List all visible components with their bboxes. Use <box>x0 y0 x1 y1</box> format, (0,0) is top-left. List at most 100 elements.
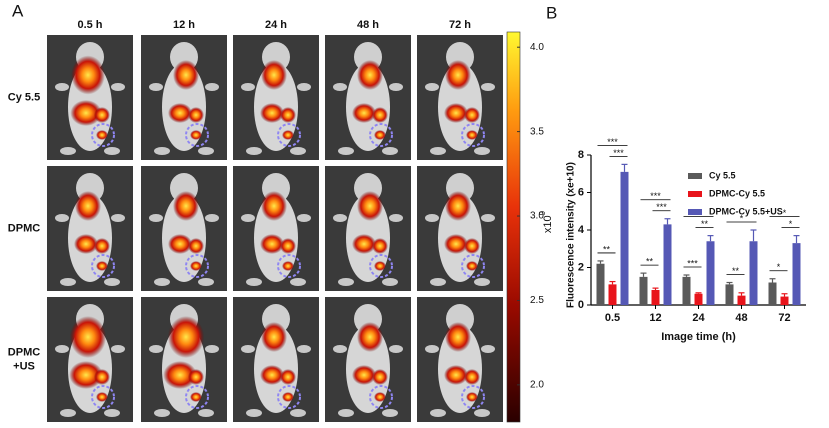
mouse-paw <box>297 345 311 353</box>
mouse-paw <box>474 147 490 155</box>
y-tick-label: 2 <box>578 261 584 273</box>
signal <box>372 369 388 385</box>
mouse-paw <box>104 147 120 155</box>
mouse-paw <box>389 345 403 353</box>
colorbar-tick-label: 4.0 <box>530 42 544 53</box>
mouse-paw <box>149 345 163 353</box>
signal <box>260 103 284 123</box>
mouse-paw <box>111 345 125 353</box>
mouse-paw <box>430 409 446 417</box>
mouse-paw <box>246 409 262 417</box>
signal <box>188 238 204 254</box>
mouse-paw <box>149 214 163 222</box>
signal <box>352 365 376 385</box>
bar <box>608 284 617 305</box>
bar <box>768 282 777 305</box>
bar <box>780 296 789 305</box>
signal <box>280 369 296 385</box>
mouse-paw <box>338 278 354 286</box>
significance-label: *** <box>650 191 661 201</box>
mouse-paw <box>333 83 347 91</box>
mouse-paw <box>297 214 311 222</box>
signal <box>374 130 386 140</box>
tumor-circle <box>91 123 115 147</box>
mouse-paw <box>198 278 214 286</box>
panel-label: A <box>12 1 24 20</box>
mouse-paw <box>205 345 219 353</box>
x-tick-label: 48 <box>735 312 747 324</box>
signal <box>445 191 471 221</box>
row-label: DPMC <box>8 222 40 234</box>
mouse-paw <box>241 345 255 353</box>
signal <box>282 392 294 402</box>
signal <box>188 107 204 123</box>
signal <box>94 238 110 254</box>
significance-label: * <box>777 262 781 272</box>
column-label: 48 h <box>357 19 379 31</box>
bar <box>706 241 715 305</box>
row-label: +US <box>13 360 35 372</box>
bar <box>651 290 660 305</box>
legend-swatch <box>688 173 702 179</box>
mouse-paw <box>425 83 439 91</box>
significance-label: * <box>783 208 787 218</box>
significance-label: *** <box>687 258 698 268</box>
significance-label: ** <box>732 266 740 276</box>
mouse-paw <box>430 147 446 155</box>
signal <box>75 191 101 221</box>
legend-swatch <box>688 209 702 215</box>
tumor-circle <box>277 254 301 278</box>
mouse-paw <box>149 83 163 91</box>
tumor-circle <box>277 123 301 147</box>
significance-label: *** <box>607 137 618 147</box>
legend-label: DPMC-Cy 5.5 <box>709 188 765 198</box>
significance-label: ** <box>701 219 709 229</box>
signal <box>74 234 98 254</box>
signal <box>466 261 478 271</box>
signal <box>261 322 287 352</box>
mouse-paw <box>333 214 347 222</box>
tumor-circle <box>461 254 485 278</box>
mouse-paw <box>474 409 490 417</box>
mouse-paw <box>481 214 495 222</box>
mouse-paw <box>205 214 219 222</box>
bar <box>620 171 629 305</box>
significance-label: * <box>789 219 793 229</box>
signal <box>190 261 202 271</box>
signal <box>173 191 199 221</box>
mouse-paw <box>474 278 490 286</box>
mouse-paw <box>154 147 170 155</box>
signal <box>464 107 480 123</box>
column-label: 0.5 h <box>77 19 102 31</box>
mouse-paw <box>205 83 219 91</box>
bar <box>663 224 672 305</box>
signal <box>96 130 108 140</box>
colorbar-tick-label: 3.5 <box>530 126 544 137</box>
colorbar-tick-label: 2.5 <box>530 295 544 306</box>
bar <box>737 295 746 305</box>
legend-swatch <box>688 191 702 197</box>
x-tick-label: 72 <box>778 312 790 324</box>
column-label: 12 h <box>173 19 195 31</box>
mouse-paw <box>60 409 76 417</box>
mouse-paw <box>241 214 255 222</box>
signal <box>70 100 102 126</box>
tumor-circle <box>185 385 209 409</box>
mouse-paw <box>104 409 120 417</box>
signal <box>96 261 108 271</box>
signal <box>445 322 471 352</box>
mouse-paw <box>55 83 69 91</box>
mouse-paw <box>111 83 125 91</box>
mouse-paw <box>382 147 398 155</box>
tumor-circle <box>461 123 485 147</box>
colorbar-tick-label: 3.0 <box>530 211 544 222</box>
signal <box>167 316 205 358</box>
colorbar-tick-label: 2.0 <box>530 379 544 390</box>
y-tick-label: 4 <box>578 224 585 236</box>
row-label: Cy 5.5 <box>8 91 40 103</box>
signal <box>94 369 110 385</box>
tumor-circle <box>369 385 393 409</box>
mouse-paw <box>481 345 495 353</box>
mouse-paw <box>241 83 255 91</box>
